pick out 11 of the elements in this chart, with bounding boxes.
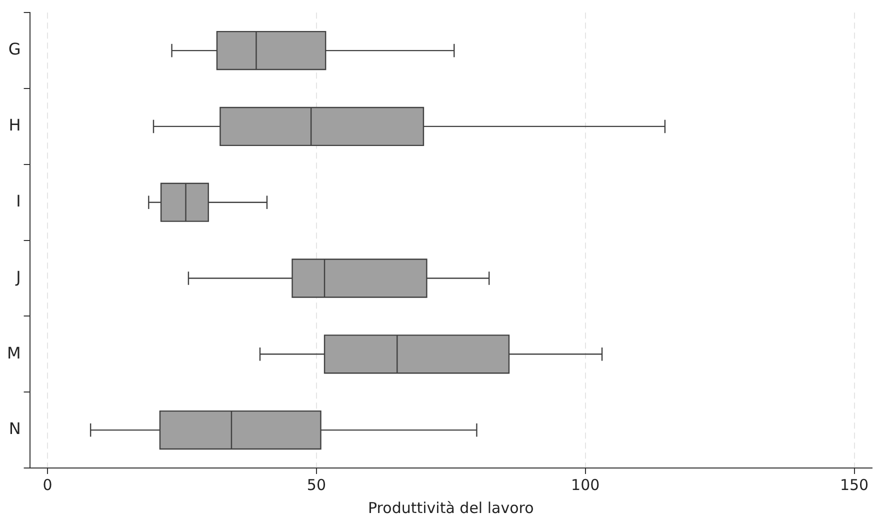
y-tick-label: N [8, 419, 21, 438]
x-tick-label: 100 [571, 476, 600, 494]
x-tick-label: 0 [42, 476, 52, 494]
x-tick-label: 150 [840, 476, 869, 494]
x-axis-title: Produttività del lavoro [368, 498, 534, 517]
y-tick-label: G [8, 40, 21, 59]
y-tick-label: M [6, 343, 21, 362]
x-tick-label: 50 [306, 476, 326, 494]
y-tick-label: I [16, 192, 21, 211]
y-tick-label: J [15, 267, 21, 286]
y-tick-label: H [8, 116, 21, 135]
